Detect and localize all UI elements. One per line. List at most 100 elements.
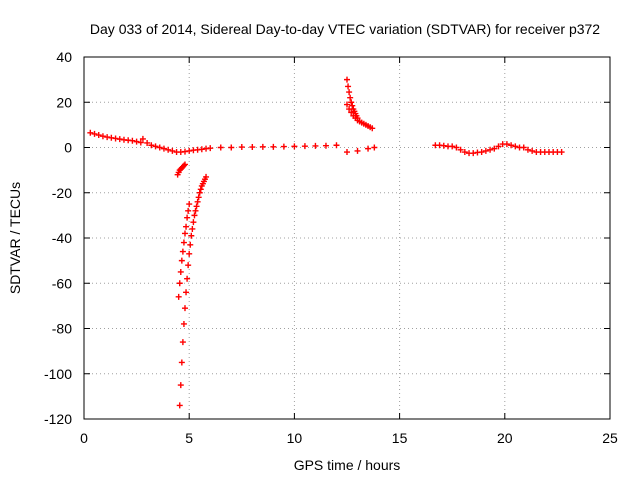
data-point xyxy=(524,146,531,153)
data-point xyxy=(188,232,195,239)
data-point xyxy=(91,130,98,137)
data-point xyxy=(495,143,502,150)
data-point xyxy=(478,149,485,156)
data-point xyxy=(181,230,188,237)
data-point xyxy=(184,275,191,282)
data-point xyxy=(322,142,329,149)
data-point xyxy=(449,143,456,150)
data-point xyxy=(189,225,196,232)
data-point xyxy=(196,189,203,196)
data-point xyxy=(175,293,182,300)
data-point xyxy=(178,359,185,366)
data-point xyxy=(197,186,204,193)
data-point xyxy=(184,214,191,221)
series-spike-branch xyxy=(344,76,376,132)
data-point xyxy=(185,262,192,269)
data-point xyxy=(259,143,266,150)
x-tick-label: 15 xyxy=(392,430,408,446)
data-point xyxy=(176,280,183,287)
data-point xyxy=(187,241,194,248)
data-point xyxy=(349,102,356,109)
data-point xyxy=(270,143,277,150)
data-point xyxy=(186,201,193,208)
y-tick-label: 0 xyxy=(64,140,72,156)
data-point xyxy=(512,143,519,150)
data-point xyxy=(152,143,159,150)
data-point xyxy=(133,138,140,145)
data-point xyxy=(169,147,176,154)
data-point xyxy=(365,145,372,152)
x-tick-label: 20 xyxy=(497,430,513,446)
data-point xyxy=(491,145,498,152)
y-tick-label: -80 xyxy=(52,321,72,337)
data-point xyxy=(228,144,235,151)
data-point xyxy=(312,142,319,149)
data-point xyxy=(249,144,256,151)
data-point xyxy=(346,106,353,113)
y-tick-label: -40 xyxy=(52,230,72,246)
data-point xyxy=(348,109,355,116)
data-point xyxy=(179,248,186,255)
data-point xyxy=(180,162,187,169)
data-point xyxy=(207,145,214,152)
chart-title: Day 033 of 2014, Sidereal Day-to-day VTE… xyxy=(90,21,600,37)
data-point xyxy=(177,382,184,389)
data-point xyxy=(238,144,245,151)
series-main-track xyxy=(87,129,378,156)
data-point xyxy=(301,143,308,150)
data-point xyxy=(179,339,186,346)
data-point xyxy=(95,132,102,139)
data-point xyxy=(148,142,155,149)
data-point xyxy=(371,144,378,151)
data-point xyxy=(137,139,144,146)
x-tick-label: 0 xyxy=(80,430,88,446)
data-point xyxy=(87,129,94,136)
series-late-track xyxy=(432,141,565,157)
data-point xyxy=(178,257,185,264)
data-point xyxy=(345,83,352,90)
x-tick-label: 10 xyxy=(287,430,303,446)
data-point xyxy=(144,139,151,146)
data-point xyxy=(369,125,376,132)
data-point xyxy=(348,99,355,106)
y-tick-label: 20 xyxy=(56,94,72,110)
series-dip-branch xyxy=(174,161,210,409)
data-point xyxy=(508,142,515,149)
data-point xyxy=(160,145,167,152)
data-point xyxy=(347,94,354,101)
data-point xyxy=(183,289,190,296)
data-points xyxy=(87,76,565,409)
y-tick-label: -60 xyxy=(52,275,72,291)
x-axis-label: GPS time / hours xyxy=(294,457,401,473)
axis-ticks: 0 5 10 15 20 25 -120 -100 -80 -60 -40 -20 0 20 40 xyxy=(44,49,618,446)
data-point xyxy=(203,173,210,180)
data-point xyxy=(192,207,199,214)
data-point xyxy=(487,146,494,153)
data-point xyxy=(457,146,464,153)
data-point xyxy=(195,194,202,201)
data-point xyxy=(191,212,198,219)
data-point xyxy=(190,219,197,226)
data-point xyxy=(177,268,184,275)
data-point xyxy=(344,149,350,156)
data-point xyxy=(291,143,298,150)
data-point xyxy=(346,89,353,96)
y-tick-label: 40 xyxy=(56,49,72,65)
data-point xyxy=(183,223,190,230)
data-point xyxy=(176,402,183,409)
data-point xyxy=(558,149,565,156)
data-point xyxy=(186,250,193,257)
data-point xyxy=(482,147,489,154)
data-point xyxy=(139,135,146,142)
data-point xyxy=(344,76,350,83)
data-point xyxy=(280,143,287,150)
data-point xyxy=(194,198,201,205)
data-point xyxy=(180,239,187,246)
data-point xyxy=(529,147,536,154)
y-tick-label: -120 xyxy=(44,411,72,427)
x-tick-label: 5 xyxy=(185,430,193,446)
data-point xyxy=(354,147,361,154)
data-point xyxy=(344,101,350,108)
data-point xyxy=(181,305,188,312)
